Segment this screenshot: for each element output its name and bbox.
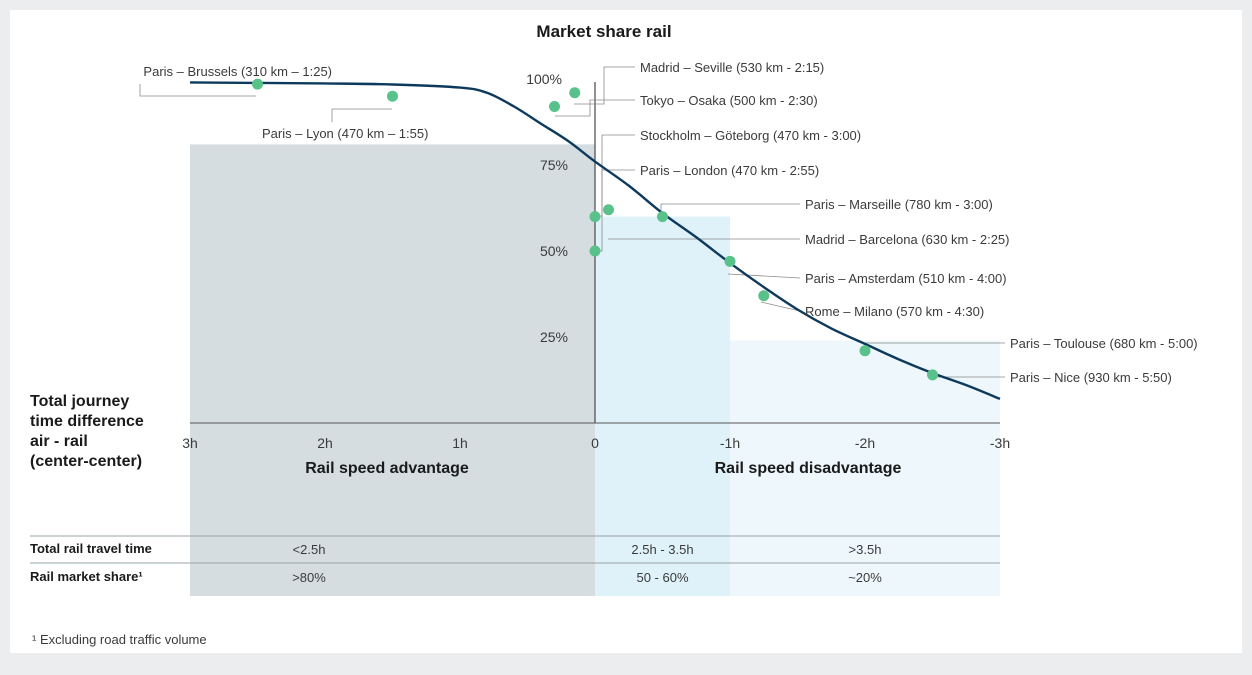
leader-line	[728, 274, 800, 278]
point-label: Madrid – Seville (530 km - 2:15)	[640, 60, 824, 75]
leader-line	[140, 84, 256, 96]
data-point	[603, 204, 614, 215]
chart-frame: 25% 50% 75% 100% 3h 2h 1h 0 -1h -2h -3h Paris – Br…	[10, 10, 1242, 653]
point-label: Paris – Marseille (780 km - 3:00)	[805, 197, 993, 212]
point-label: Madrid – Barcelona (630 km - 2:25)	[805, 232, 1009, 247]
data-point	[252, 79, 263, 90]
x-tick-label: -2h	[855, 435, 875, 451]
data-point	[927, 369, 938, 380]
point-label: Paris – Toulouse (680 km - 5:00)	[1010, 336, 1198, 351]
leader-line	[332, 109, 392, 122]
market-share-chart: 25% 50% 75% 100% 3h 2h 1h 0 -1h -2h -3h Paris – Br…	[10, 10, 1242, 653]
x-tick-label: 0	[591, 435, 599, 451]
data-point	[569, 87, 580, 98]
point-label: Paris – London (470 km - 2:55)	[640, 163, 819, 178]
left-caption: Rail speed advantage	[305, 460, 469, 477]
leader-line	[574, 67, 635, 104]
table-row-label: Total rail travel time	[30, 541, 152, 556]
data-point	[549, 101, 560, 112]
x-tick-label: -3h	[990, 435, 1010, 451]
point-label: Tokyo – Osaka (500 km - 2:30)	[640, 93, 818, 108]
data-point	[590, 246, 601, 257]
footnote: ¹ Excluding road traffic volume	[32, 632, 207, 647]
table-cell-market-share: ~20%	[848, 570, 882, 585]
y-tick-label: 50%	[540, 243, 568, 259]
band-1	[190, 144, 595, 596]
table-cell-travel-time: 2.5h - 3.5h	[631, 542, 693, 557]
x-axis-title-line: (center-center)	[30, 453, 142, 470]
table-cell-market-share: 50 - 60%	[636, 570, 688, 585]
point-label: Stockholm – Göteborg (470 km - 3:00)	[640, 128, 861, 143]
point-label: Paris – Amsterdam (510 km - 4:00)	[805, 271, 1007, 286]
x-axis-title-line: Total journey	[30, 393, 129, 410]
data-point	[657, 211, 668, 222]
x-tick-label: 2h	[317, 435, 333, 451]
data-point	[758, 290, 769, 301]
y-tick-label: 25%	[540, 329, 568, 345]
table-cell-market-share: >80%	[292, 570, 326, 585]
x-axis-title-line: time difference	[30, 413, 144, 430]
y-tick-label: 100%	[526, 71, 562, 87]
band-2	[595, 217, 730, 596]
point-label: Paris – Lyon (470 km – 1:55)	[262, 126, 428, 141]
x-tick-label: 1h	[452, 435, 468, 451]
table-cell-travel-time: <2.5h	[293, 542, 326, 557]
data-point	[725, 256, 736, 267]
x-tick-label: 3h	[182, 435, 198, 451]
data-point	[590, 211, 601, 222]
leader-line	[661, 204, 800, 218]
right-caption: Rail speed disadvantage	[715, 460, 902, 477]
y-tick-label: 75%	[540, 157, 568, 173]
data-point	[387, 91, 398, 102]
data-point	[860, 345, 871, 356]
x-axis-title-line: air - rail	[30, 433, 88, 450]
point-label: Rome – Milano (570 km - 4:30)	[805, 304, 984, 319]
point-label: Paris – Nice (930 km - 5:50)	[1010, 370, 1172, 385]
point-label: Paris – Brussels (310 km – 1:25)	[143, 64, 332, 79]
table-cell-travel-time: >3.5h	[849, 542, 882, 557]
x-tick-label: -1h	[720, 435, 740, 451]
chart-title: Market share rail	[536, 22, 671, 41]
table-row-label: Rail market share¹	[30, 569, 143, 584]
